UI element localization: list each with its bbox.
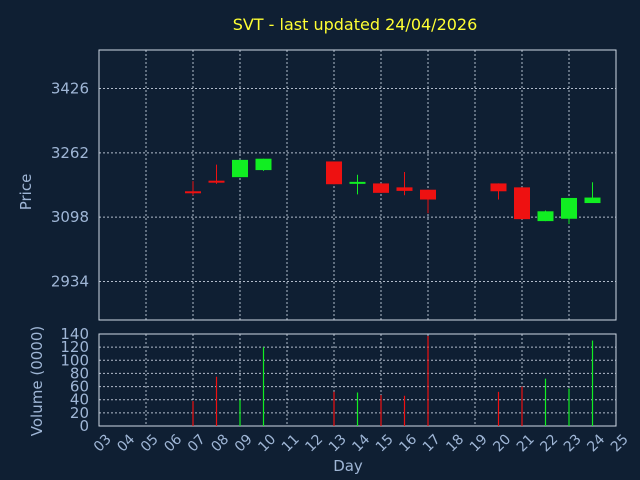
x-tick-label: 09 (232, 431, 256, 455)
x-tick-label: 11 (279, 431, 303, 455)
x-tick-label: 06 (161, 431, 185, 455)
x-tick-label: 21 (514, 431, 538, 455)
x-tick-label: 25 (608, 431, 632, 455)
candle-body (185, 191, 201, 194)
candle-body (373, 183, 389, 193)
x-tick-label: 05 (138, 431, 162, 455)
price-panel: 2934 3098 3262 3426 (51, 49, 617, 321)
candle-body (537, 211, 554, 222)
price-tick-label: 3426 (51, 79, 89, 97)
candle-body (514, 187, 530, 220)
x-tick-label: 22 (537, 431, 561, 455)
price-tick-label: 2934 (51, 273, 89, 291)
volume-tick-label: 100 (60, 351, 89, 369)
candle-body (326, 161, 342, 185)
x-tick-label: 04 (114, 431, 138, 455)
candle-body (255, 158, 272, 171)
x-tick-label: 24 (584, 431, 608, 455)
candle-body (208, 180, 225, 183)
x-axis-label: Day (333, 457, 363, 475)
candle-body (232, 159, 248, 178)
candle-body (420, 189, 436, 200)
price-frame (98, 49, 617, 321)
candle-body (490, 183, 507, 192)
x-tick-label: 16 (396, 431, 420, 455)
volume-tick-label: 60 (70, 378, 89, 396)
volume-axis-label: Volume (0000) (28, 326, 46, 436)
x-tick-label: 18 (443, 431, 467, 455)
x-tick-label: 20 (490, 431, 514, 455)
volume-tick-label: 120 (60, 338, 89, 356)
x-tick-label: 17 (420, 431, 444, 455)
x-tick-label: 19 (467, 431, 491, 455)
chart-title: SVT - last updated 24/04/2026 (233, 15, 478, 34)
x-tick-label: 14 (349, 431, 373, 455)
price-axis-label: Price (17, 174, 35, 211)
candle-body (584, 197, 601, 204)
x-tick-label: 10 (255, 431, 279, 455)
volume-tick-label: 40 (70, 391, 89, 409)
price-tick-label: 3098 (51, 208, 89, 226)
volume-tick-label: 20 (70, 404, 89, 422)
x-tick-label: 15 (373, 431, 397, 455)
volume-tick-label: 0 (79, 417, 89, 435)
candle-body (349, 181, 366, 184)
x-tick-label: 07 (185, 431, 209, 455)
x-tick-label: 12 (302, 431, 326, 455)
x-axis: 03 04 05 06 07 08 09 10 11 12 13 14 15 16 17 18 19 20 21 22… (91, 431, 632, 455)
candle-body (561, 197, 577, 219)
volume-tick-label: 80 (70, 364, 89, 382)
volume-tick-label: 140 (60, 325, 89, 343)
price-tick-label: 3262 (51, 144, 89, 162)
x-tick-label: 23 (561, 431, 585, 455)
x-tick-label: 08 (208, 431, 232, 455)
x-tick-label: 03 (91, 431, 115, 455)
candle-body (396, 187, 413, 191)
x-tick-label: 13 (326, 431, 350, 455)
